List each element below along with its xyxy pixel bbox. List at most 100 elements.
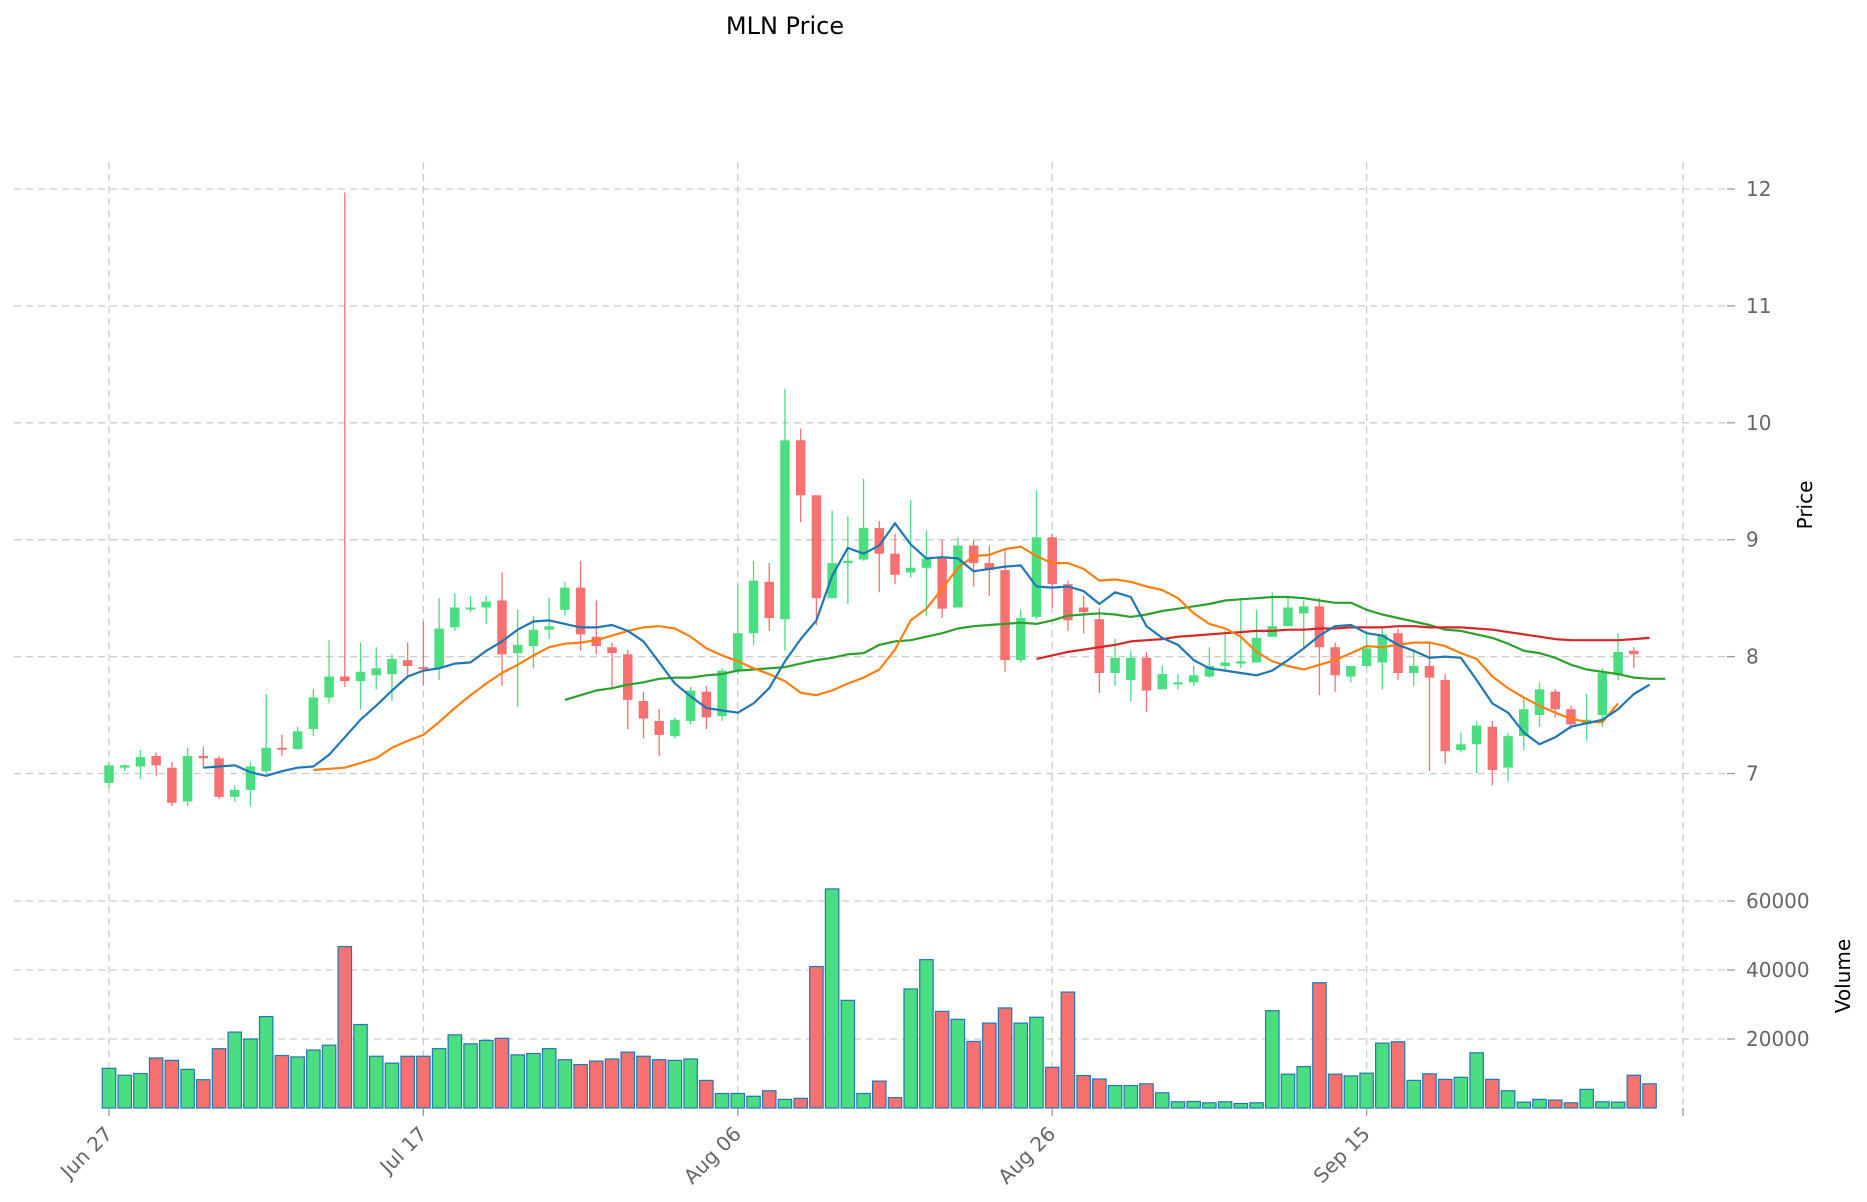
candle-body [921, 558, 932, 568]
volume-bar [1186, 1100, 1201, 1109]
volume-bar [1060, 991, 1076, 1109]
volume-bar [840, 999, 856, 1109]
volume-bar [1076, 1074, 1091, 1109]
candle-body [623, 654, 633, 700]
candle-body [402, 660, 413, 666]
candle-body [418, 667, 429, 670]
volume-bar [211, 1048, 227, 1109]
candle-body [261, 747, 271, 772]
volume-bar [1547, 1099, 1563, 1109]
ma50-line [1036, 625, 1650, 660]
candle-body [575, 587, 586, 635]
candle-body [324, 676, 334, 698]
volume-bar [1249, 1102, 1264, 1109]
volume-bar [871, 1080, 887, 1109]
volume-bar [1107, 1084, 1123, 1109]
volume-bar [1642, 1083, 1657, 1109]
volume-bar [1532, 1098, 1547, 1109]
candle-body [450, 607, 460, 628]
volume-bar [1595, 1101, 1610, 1109]
volume-bar [903, 988, 919, 1109]
volume-bar [557, 1059, 573, 1109]
candle-body [795, 440, 806, 496]
volume-bar [1013, 1022, 1029, 1109]
volume-bar [620, 1051, 636, 1109]
price-tick-label: 9 [1746, 528, 1759, 552]
volume-bar [431, 1048, 447, 1109]
candle-body [1566, 709, 1576, 725]
volume-axis-label: Volume [1831, 939, 1855, 1013]
volume-bar [494, 1037, 510, 1109]
candle-body [119, 765, 130, 768]
volume-bar [919, 959, 934, 1109]
price-tick-label: 8 [1746, 645, 1759, 669]
candle-body [355, 671, 366, 682]
candle-body [1031, 537, 1042, 617]
volume-bar [777, 1098, 793, 1109]
volume-bar [463, 1043, 478, 1109]
price-tick-label: 7 [1746, 762, 1759, 786]
x-tick-label: Aug 26 [993, 1122, 1060, 1189]
candle-body [151, 755, 161, 766]
candle-body [1141, 657, 1152, 691]
candle-body [214, 758, 224, 797]
candle-body [1016, 618, 1026, 661]
volume-bar [133, 1072, 148, 1109]
candle-body [1314, 606, 1325, 648]
volume-bar [1029, 1016, 1044, 1109]
candle-body [1078, 607, 1089, 613]
candlesticks [104, 192, 1639, 807]
x-tick-label: Jun 27 [54, 1122, 117, 1185]
candle-body [1204, 665, 1215, 677]
candle-body [1173, 682, 1183, 685]
volume-bar [1563, 1102, 1579, 1109]
ma30-line [564, 595, 1666, 701]
candle-body [1613, 651, 1623, 675]
candle-body [1298, 606, 1309, 614]
candle-body [1110, 657, 1120, 673]
candle-body [1597, 672, 1608, 716]
volume-bar [290, 1056, 305, 1109]
x-tick-label: Jul 17 [374, 1122, 432, 1180]
candle-body [1440, 679, 1450, 752]
candle-body [182, 755, 193, 802]
volume-bar [824, 888, 840, 1109]
volume-bar [1280, 1073, 1296, 1109]
candle-body [1629, 650, 1639, 655]
volume-bar [117, 1074, 133, 1109]
candle-body [874, 528, 885, 554]
candle-body [1236, 661, 1246, 664]
volume-bar [400, 1055, 415, 1109]
volume-bar [1453, 1076, 1469, 1109]
volume-bar [227, 1031, 243, 1109]
candle-body [104, 765, 114, 783]
candle-body [434, 628, 444, 669]
ma14-line [313, 545, 1619, 772]
moving-average-lines [203, 522, 1666, 777]
candle-body [371, 668, 381, 676]
volume-bar [667, 1059, 683, 1109]
volume-bar [1375, 1042, 1390, 1109]
candle-body [1503, 736, 1513, 768]
candle-body [654, 720, 664, 735]
volume-bar [1092, 1078, 1107, 1109]
candle-body [544, 626, 554, 630]
candle-body [481, 601, 492, 608]
price-axis-label: Price [1793, 481, 1817, 530]
volume-bar [478, 1039, 494, 1109]
volume-bar [541, 1048, 557, 1109]
candle-body [811, 495, 822, 599]
volume-bar [337, 945, 353, 1109]
candle-body [1188, 675, 1199, 683]
candle-body [1534, 689, 1545, 716]
candle-body [135, 757, 146, 767]
candle-body [528, 629, 539, 647]
candle-body [1550, 691, 1560, 710]
volume-bar [699, 1079, 714, 1109]
price-tick-label: 11 [1746, 294, 1771, 318]
candle-body [670, 719, 680, 737]
volume-bar [1139, 1083, 1154, 1109]
volume-bar [180, 1068, 195, 1109]
volume-bar [1500, 1090, 1516, 1109]
volume-bar [683, 1058, 698, 1109]
